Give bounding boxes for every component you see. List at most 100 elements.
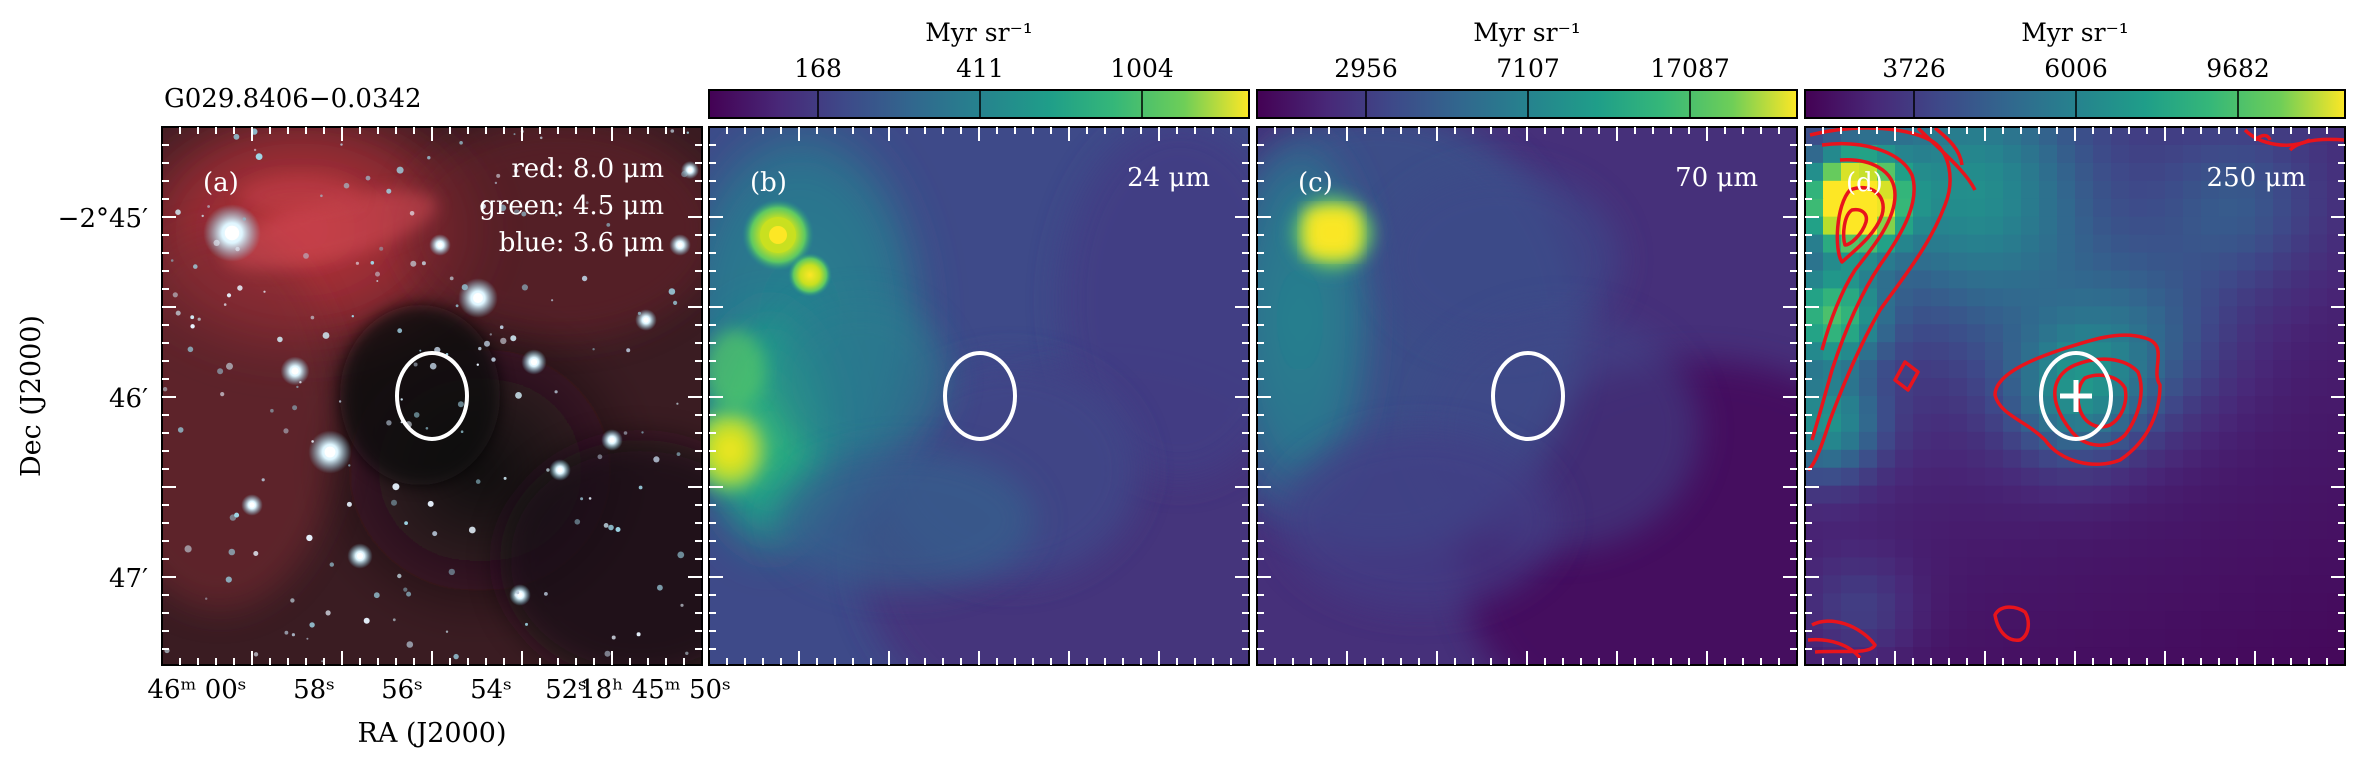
y-tick-label-3: 47′ [109, 564, 148, 594]
map-pixel [2021, 593, 2040, 612]
map-pixel [2147, 557, 2166, 576]
map-pixel [1805, 342, 1824, 361]
star [574, 519, 581, 525]
map-pixel [1949, 396, 1968, 415]
map-pixel [2165, 396, 2184, 415]
map-pixel [2291, 521, 2310, 541]
map-pixel [2075, 629, 2094, 648]
map-pixel [2309, 611, 2328, 630]
map-pixel [2165, 557, 2184, 576]
star [375, 271, 380, 277]
star [329, 562, 334, 567]
star [510, 335, 517, 342]
map-pixel [2291, 144, 2310, 164]
map-pixel [2129, 629, 2148, 648]
map-pixel [1967, 127, 1986, 146]
map-pixel [2183, 288, 2202, 307]
map-pixel [2039, 127, 2058, 146]
map-pixel [2273, 162, 2292, 182]
panel-a-image: (a) red: 8.0 μm green: 4.5 μm blue: 3.6 … [162, 127, 702, 665]
map-pixel [2111, 539, 2130, 558]
map-pixel [2111, 342, 2130, 361]
map-pixel [2291, 593, 2310, 612]
plus-marker [2060, 380, 2092, 412]
map-pixel [2183, 467, 2202, 487]
map-pixel [2219, 288, 2238, 307]
map-pixel [2021, 144, 2040, 164]
map-pixel [1931, 270, 1950, 289]
map-pixel [1805, 503, 1824, 523]
map-pixel [2075, 162, 2094, 182]
map-pixel [1967, 521, 1986, 541]
map-pixel [2219, 503, 2238, 523]
map-pixel [2291, 162, 2310, 182]
star [306, 637, 309, 640]
map-pixel [2129, 485, 2148, 505]
map-pixel [2021, 216, 2040, 236]
map-pixel [1859, 575, 1878, 594]
map-pixel [2165, 611, 2184, 630]
map-pixel [1895, 557, 1914, 576]
map-pixel [2075, 288, 2094, 307]
map-pixel [2309, 144, 2328, 164]
star [643, 317, 649, 323]
map-pixel [1913, 503, 1932, 523]
star [311, 440, 314, 443]
map-pixel [1805, 162, 1824, 182]
map-pixel [1823, 431, 1842, 451]
map-pixel [2165, 449, 2184, 469]
map-pixel [1841, 288, 1860, 307]
map-pixel [2003, 485, 2022, 505]
source-title: G029.8406−0.0342 [164, 84, 422, 114]
colorbar-b-tick-1: 168 [794, 54, 842, 83]
map-pixel [1931, 557, 1950, 576]
map-pixel [2273, 360, 2292, 379]
star [346, 501, 352, 507]
map-pixel [2093, 198, 2112, 218]
map-pixel [2309, 324, 2328, 343]
map-pixel [2165, 431, 2184, 451]
star [453, 653, 459, 660]
map-pixel [2129, 521, 2148, 541]
map-pixel [2273, 611, 2292, 630]
map-pixel [2093, 521, 2112, 541]
star [448, 568, 455, 576]
map-pixel [2183, 198, 2202, 218]
map-pixel [1913, 198, 1932, 218]
map-pixel [2237, 127, 2256, 146]
map-pixel [2219, 252, 2238, 272]
map-pixel [2165, 342, 2184, 361]
map-pixel [2111, 252, 2130, 272]
map-pixel [2093, 162, 2112, 182]
map-pixel [1949, 629, 1968, 648]
star [687, 167, 693, 173]
map-pixel [2111, 557, 2130, 576]
map-pixel [2255, 485, 2274, 505]
map-pixel [1931, 396, 1950, 415]
map-pixel [1967, 342, 1986, 361]
map-pixel [1877, 342, 1896, 361]
map-pixel [1805, 611, 1824, 630]
map-pixel [1913, 270, 1932, 289]
map-pixel [2309, 342, 2328, 361]
star [670, 129, 675, 133]
map-pixel [2237, 216, 2256, 236]
x-axis-label: RA (J2000) [357, 718, 506, 749]
map-pixel [2309, 539, 2328, 558]
map-pixel [2255, 378, 2274, 397]
map-pixel [1985, 144, 2004, 164]
map-pixel [2291, 360, 2310, 379]
map-pixel [1805, 270, 1824, 289]
map-pixel [1985, 629, 2004, 648]
map-pixel [1949, 378, 1968, 397]
map-pixel [2129, 144, 2148, 164]
map-pixel [1985, 270, 2004, 289]
star [677, 242, 683, 248]
map-pixel [1949, 431, 1968, 451]
map-pixel [1931, 360, 1950, 379]
star [521, 211, 527, 217]
map-pixel [2309, 234, 2328, 254]
map-pixel [2039, 611, 2058, 630]
map-pixel [2309, 629, 2328, 648]
colorbar-d-tick-2: 6006 [2044, 54, 2108, 83]
